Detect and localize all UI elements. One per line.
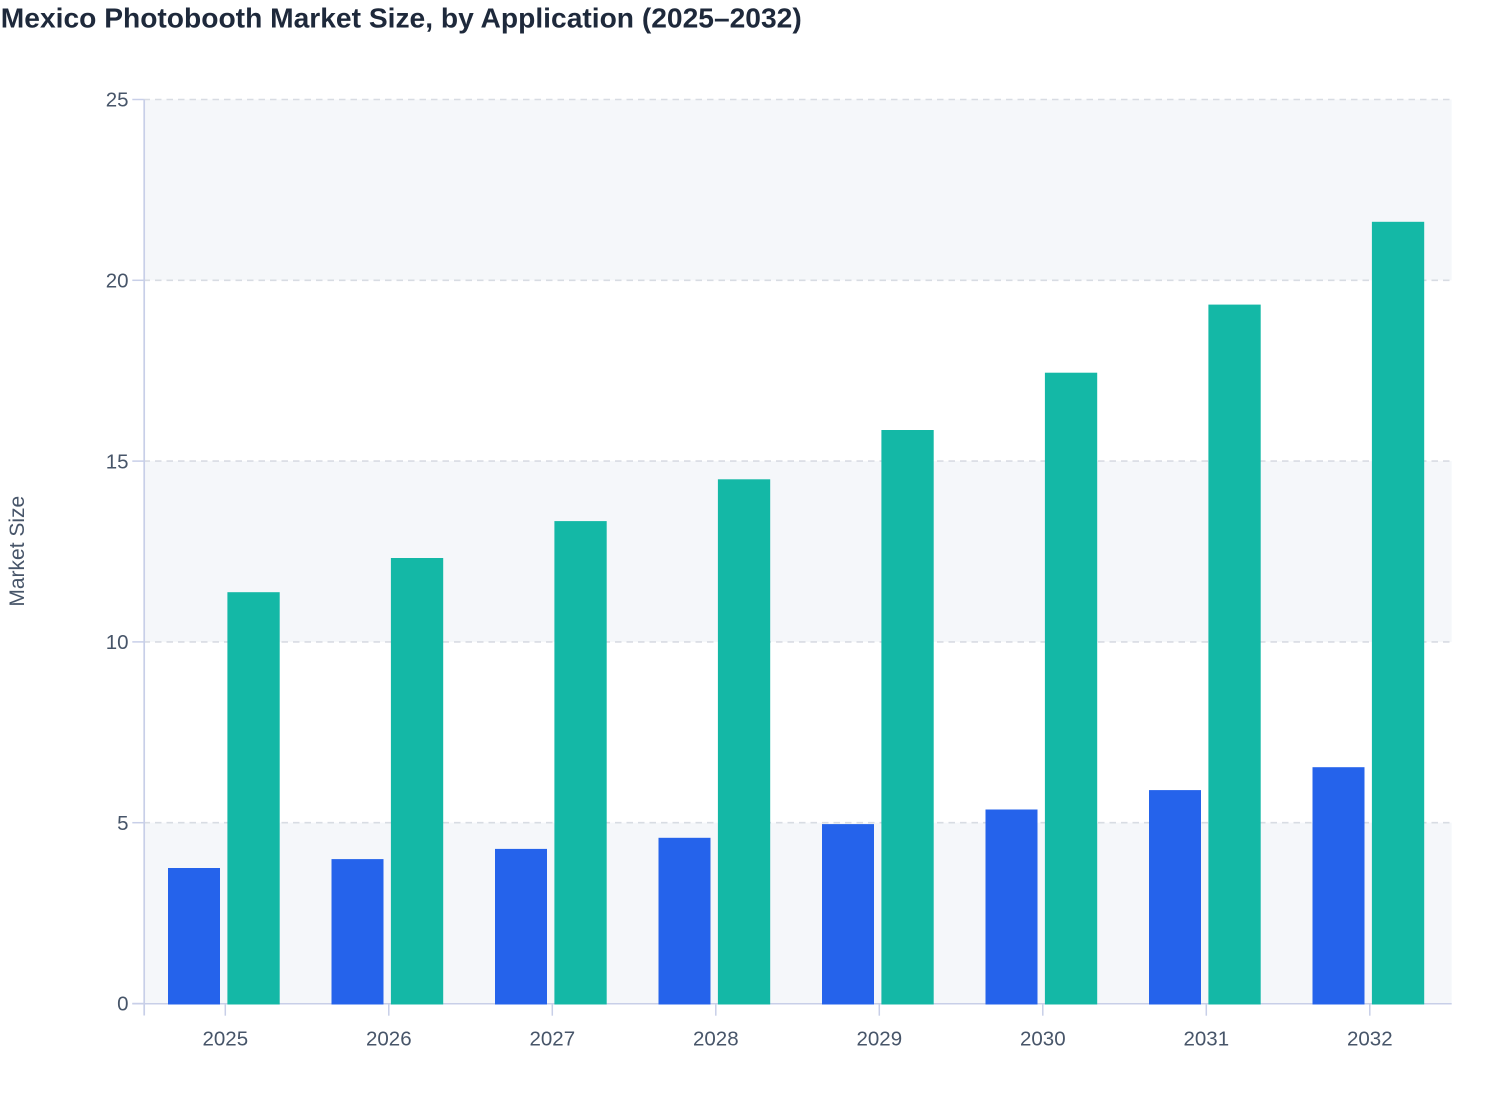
svg-text:5: 5 <box>117 812 128 835</box>
svg-text:10: 10 <box>106 631 129 654</box>
svg-text:2029: 2029 <box>856 1028 902 1051</box>
svg-text:2031: 2031 <box>1183 1028 1229 1051</box>
svg-text:2027: 2027 <box>529 1028 575 1051</box>
svg-text:25: 25 <box>106 89 129 112</box>
svg-text:2032: 2032 <box>1347 1028 1393 1051</box>
svg-text:20: 20 <box>106 270 129 293</box>
svg-text:0: 0 <box>117 993 128 1016</box>
svg-text:Mexico Photobooth Market Size,: Mexico Photobooth Market Size, by Applic… <box>1 2 802 34</box>
svg-text:2025: 2025 <box>202 1028 248 1051</box>
svg-text:15: 15 <box>106 450 129 473</box>
svg-text:Market Size: Market Size <box>6 496 29 607</box>
svg-text:2030: 2030 <box>1020 1028 1066 1051</box>
svg-text:2026: 2026 <box>366 1028 412 1051</box>
svg-text:2028: 2028 <box>693 1028 739 1051</box>
